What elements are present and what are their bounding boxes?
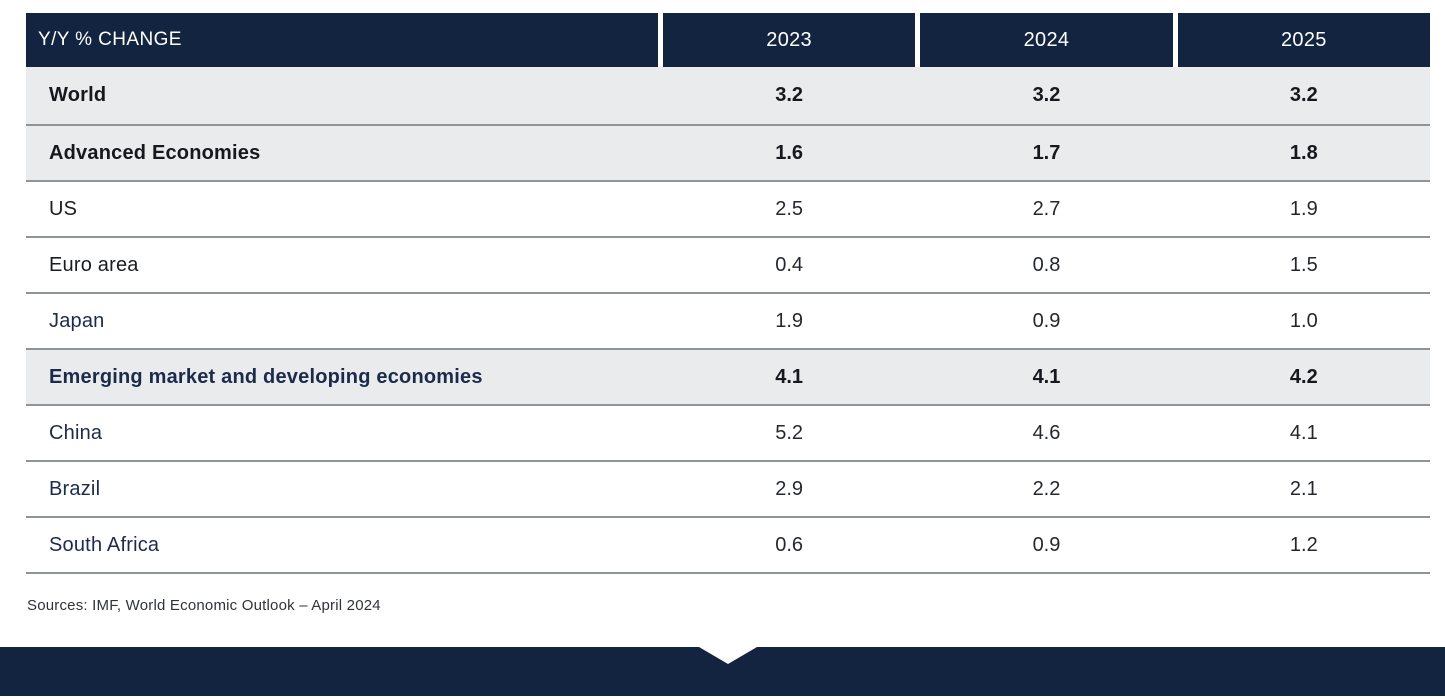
cell-value: 4.1	[775, 365, 804, 388]
header-year-2024: 2024	[915, 13, 1172, 67]
table-row-world: World 3.2 3.2 3.2	[26, 67, 1430, 124]
header-year-2025: 2025	[1172, 13, 1430, 67]
table-title: Y/Y % CHANGE	[38, 29, 182, 50]
cell-value: 1.8	[1289, 141, 1318, 164]
cell-value: 0.8	[1032, 253, 1061, 276]
table-row-china: China 5.2 4.6 4.1	[26, 404, 1430, 460]
gdp-growth-table: Y/Y % CHANGE 2023 2024 2025 World 3.2 3.…	[26, 13, 1430, 574]
row-label: Advanced Economies	[49, 141, 261, 164]
table-row-emerging-markets: Emerging market and developing economies…	[26, 348, 1430, 404]
footer-bar	[0, 647, 1445, 696]
cell-value: 4.2	[1289, 365, 1318, 388]
cell-value: 2.1	[1289, 477, 1318, 500]
source-note: Sources: IMF, World Economic Outlook – A…	[27, 597, 381, 614]
chevron-down-icon	[699, 647, 757, 664]
header-year-2023: 2023	[657, 13, 915, 67]
cell-value: 2.5	[775, 197, 804, 220]
cell-value: 0.9	[1032, 533, 1061, 556]
row-label: World	[49, 84, 107, 106]
cell-value: 1.5	[1289, 253, 1318, 276]
row-label: US	[49, 197, 78, 220]
cell-value: 0.6	[775, 533, 804, 556]
table-row-japan: Japan 1.9 0.9 1.0	[26, 292, 1430, 348]
table-row-brazil: Brazil 2.9 2.2 2.1	[26, 460, 1430, 516]
cell-value: 1.9	[775, 309, 804, 332]
cell-value: 0.9	[1032, 309, 1061, 332]
cell-value: 4.1	[1032, 365, 1061, 388]
row-label: Emerging market and developing economies	[49, 365, 483, 388]
cell-value: 1.2	[1289, 533, 1318, 556]
row-label: Japan	[49, 309, 105, 332]
row-label: Brazil	[49, 477, 101, 500]
cell-value: 1.6	[775, 141, 804, 164]
table-row-advanced-economies: Advanced Economies 1.6 1.7 1.8	[26, 124, 1430, 180]
table-row-south-africa: South Africa 0.6 0.9 1.2	[26, 516, 1430, 572]
cell-value: 2.7	[1032, 197, 1061, 220]
cell-value: 3.2	[1289, 84, 1318, 106]
table-row-us: US 2.5 2.7 1.9	[26, 180, 1430, 236]
cell-value: 4.1	[1289, 421, 1318, 444]
cell-value: 2.2	[1032, 477, 1061, 500]
cell-value: 3.2	[1032, 84, 1061, 106]
cell-value: 1.0	[1289, 309, 1318, 332]
cell-value: 1.9	[1289, 197, 1318, 220]
cell-value: 1.7	[1032, 141, 1061, 164]
cell-value: 3.2	[775, 84, 804, 106]
cell-value: 5.2	[775, 421, 804, 444]
row-label: South Africa	[49, 533, 160, 556]
row-label: China	[49, 421, 103, 444]
table-body: World 3.2 3.2 3.2 Advanced Economies 1.6…	[26, 67, 1430, 574]
table-row-euro-area: Euro area 0.4 0.8 1.5	[26, 236, 1430, 292]
row-label: Euro area	[49, 253, 139, 276]
cell-value: 0.4	[775, 253, 804, 276]
table-header-row: Y/Y % CHANGE 2023 2024 2025	[26, 13, 1430, 67]
cell-value: 4.6	[1032, 421, 1061, 444]
cell-value: 2.9	[775, 477, 804, 500]
